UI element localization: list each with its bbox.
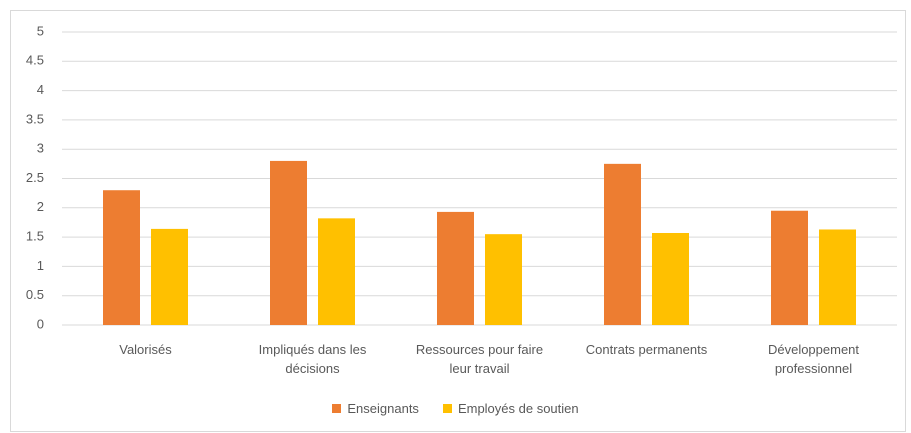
bar [103, 190, 140, 325]
bar [151, 228, 188, 325]
legend-label: Enseignants [347, 401, 419, 416]
x-tick-label: Contrats permanents [585, 342, 708, 357]
y-tick-label: 4 [37, 82, 44, 97]
y-tick-label: 5 [37, 23, 44, 38]
bar [270, 160, 307, 325]
bar [485, 234, 522, 325]
y-tick-label: 3.5 [26, 111, 44, 126]
y-tick-label: 2.5 [26, 170, 44, 185]
y-tick-label: 1.5 [26, 229, 44, 244]
y-tick-label: 0.5 [26, 287, 44, 302]
y-tick-label: 3 [37, 141, 44, 156]
legend-item: Employés de soutien [442, 401, 579, 416]
y-tick-label: 0 [37, 316, 44, 331]
x-tick-label: Développement professionnel [767, 342, 860, 376]
y-tick-label: 1 [37, 258, 44, 273]
x-tick-label: Valorisés [119, 342, 172, 357]
chart-frame [10, 10, 906, 432]
bar [604, 163, 641, 325]
y-tick-label: 4.5 [26, 53, 44, 68]
bar [318, 218, 355, 325]
bar [771, 210, 808, 325]
bar [819, 229, 856, 325]
x-tick-label: Ressources pour faire leur travail [415, 342, 544, 376]
x-tick-label: Impliqués dans les décisions [258, 342, 367, 376]
legend-item: Enseignants [332, 401, 419, 416]
legend-label: Employés de soutien [457, 401, 579, 416]
bar [652, 232, 689, 325]
legend-swatch [442, 404, 452, 413]
bar [437, 211, 474, 325]
legend: Enseignants Employés de soutien [0, 401, 911, 416]
y-tick-label: 2 [37, 199, 44, 214]
legend-swatch [332, 404, 342, 413]
